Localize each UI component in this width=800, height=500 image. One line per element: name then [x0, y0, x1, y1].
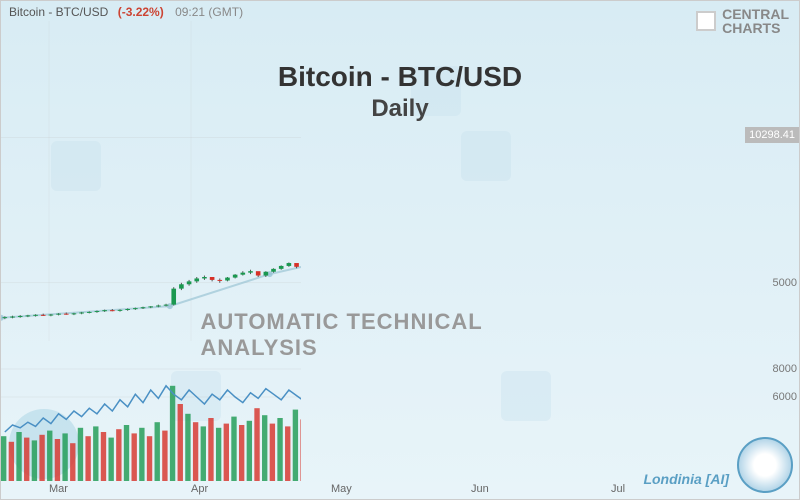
watermark-icon	[461, 131, 511, 181]
brand-logo[interactable]: CENTRAL CHARTS	[696, 7, 789, 35]
y-tick-label: 6000	[773, 391, 797, 403]
title-line2: Daily	[278, 95, 522, 123]
price-change: (-3.22%)	[118, 5, 164, 19]
x-tick-label: Mar	[49, 483, 68, 495]
timestamp: 09:21 (GMT)	[175, 5, 243, 19]
price-chart[interactable]	[1, 21, 301, 341]
y-tick-label: 5000	[773, 277, 797, 289]
x-tick-label: Jun	[471, 483, 489, 495]
logo-icon	[696, 11, 716, 31]
chart-title: Bitcoin - BTC/USD Daily	[278, 61, 522, 123]
volume-chart[interactable]	[1, 341, 301, 481]
ai-brand: Londinia [AI]	[643, 471, 729, 487]
x-tick-label: Jul	[611, 483, 625, 495]
logo-text: CENTRAL CHARTS	[722, 7, 789, 35]
x-tick-label: May	[331, 483, 352, 495]
y-tick-label: 8000	[773, 363, 797, 375]
subtitle: AUTOMATIC TECHNICAL ANALYSIS	[201, 309, 600, 361]
title-line1: Bitcoin - BTC/USD	[278, 61, 522, 93]
symbol-name: Bitcoin - BTC/USD	[9, 5, 108, 19]
ai-avatar[interactable]	[737, 437, 793, 493]
watermark-icon	[501, 371, 551, 421]
x-tick-label: Apr	[191, 483, 208, 495]
current-price-label: 10298.41	[745, 127, 799, 143]
chart-header: Bitcoin - BTC/USD (-3.22%) 09:21 (GMT)	[9, 5, 243, 19]
